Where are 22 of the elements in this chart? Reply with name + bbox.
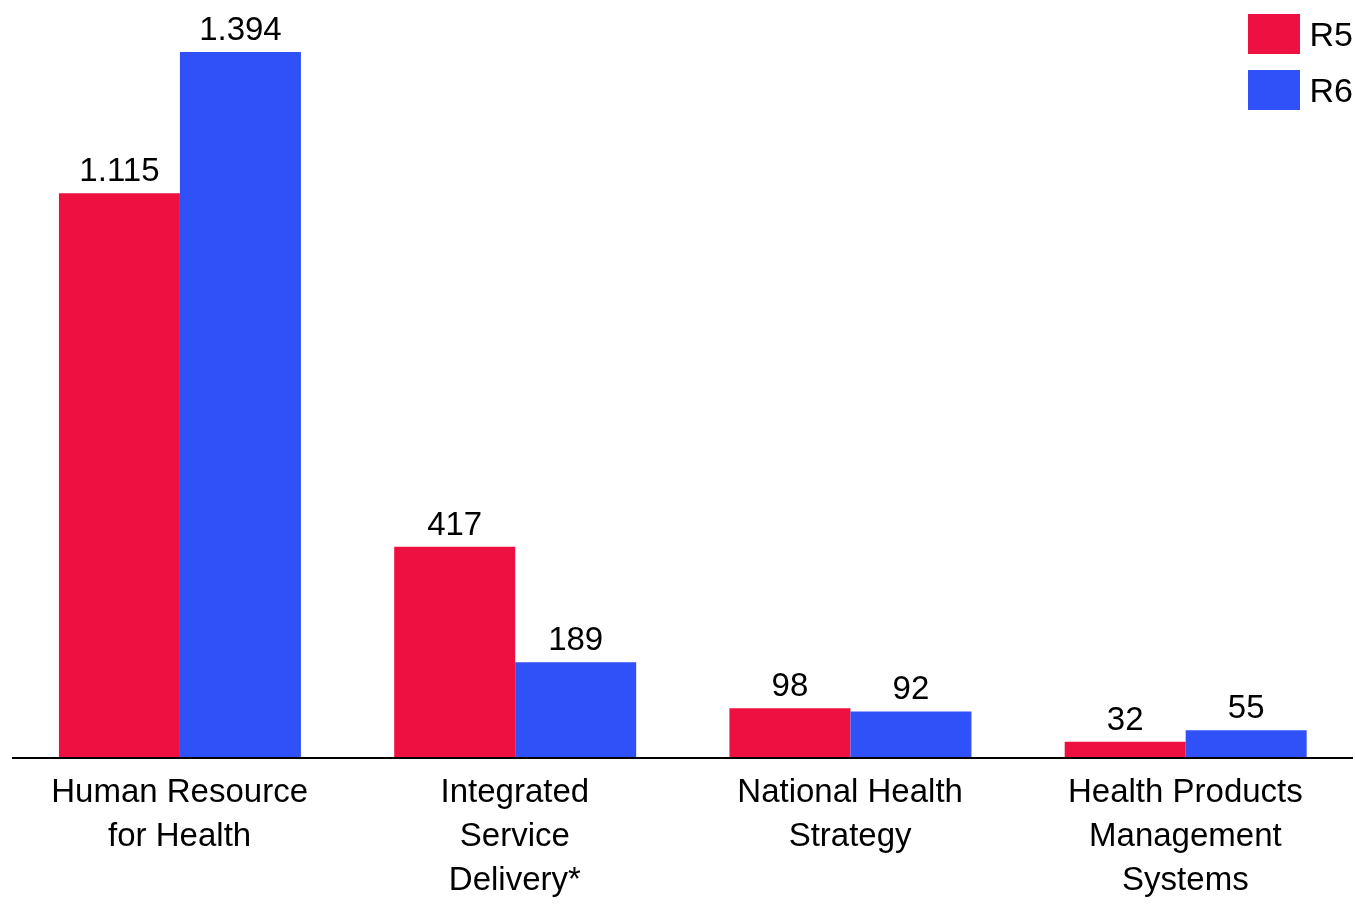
data-label: 1.394 [199, 10, 282, 47]
bar [515, 662, 637, 758]
x-tick-label: Human Resource for Health [51, 772, 309, 853]
bar [850, 711, 972, 758]
data-label: 55 [1227, 688, 1265, 726]
bar [729, 708, 851, 758]
data-label: 417 [427, 504, 483, 542]
x-tick-label: National Health Strategy [737, 772, 963, 853]
data-label: 32 [1106, 699, 1144, 737]
x-tick-label: Health Products Management Systems [1067, 772, 1303, 897]
bar [58, 193, 180, 758]
legend-label: R6 [1309, 70, 1353, 111]
data-label: 189 [548, 620, 604, 658]
legend-label: R5 [1309, 14, 1353, 55]
bar [179, 52, 301, 758]
x-tick-label: Integrated Service Delivery* [440, 772, 590, 897]
bar [1064, 741, 1186, 758]
data-label: 98 [771, 666, 809, 704]
data-label: 92 [892, 669, 930, 707]
data-label: 1.115 [79, 151, 160, 189]
bar [1185, 730, 1307, 758]
bar [394, 546, 516, 758]
